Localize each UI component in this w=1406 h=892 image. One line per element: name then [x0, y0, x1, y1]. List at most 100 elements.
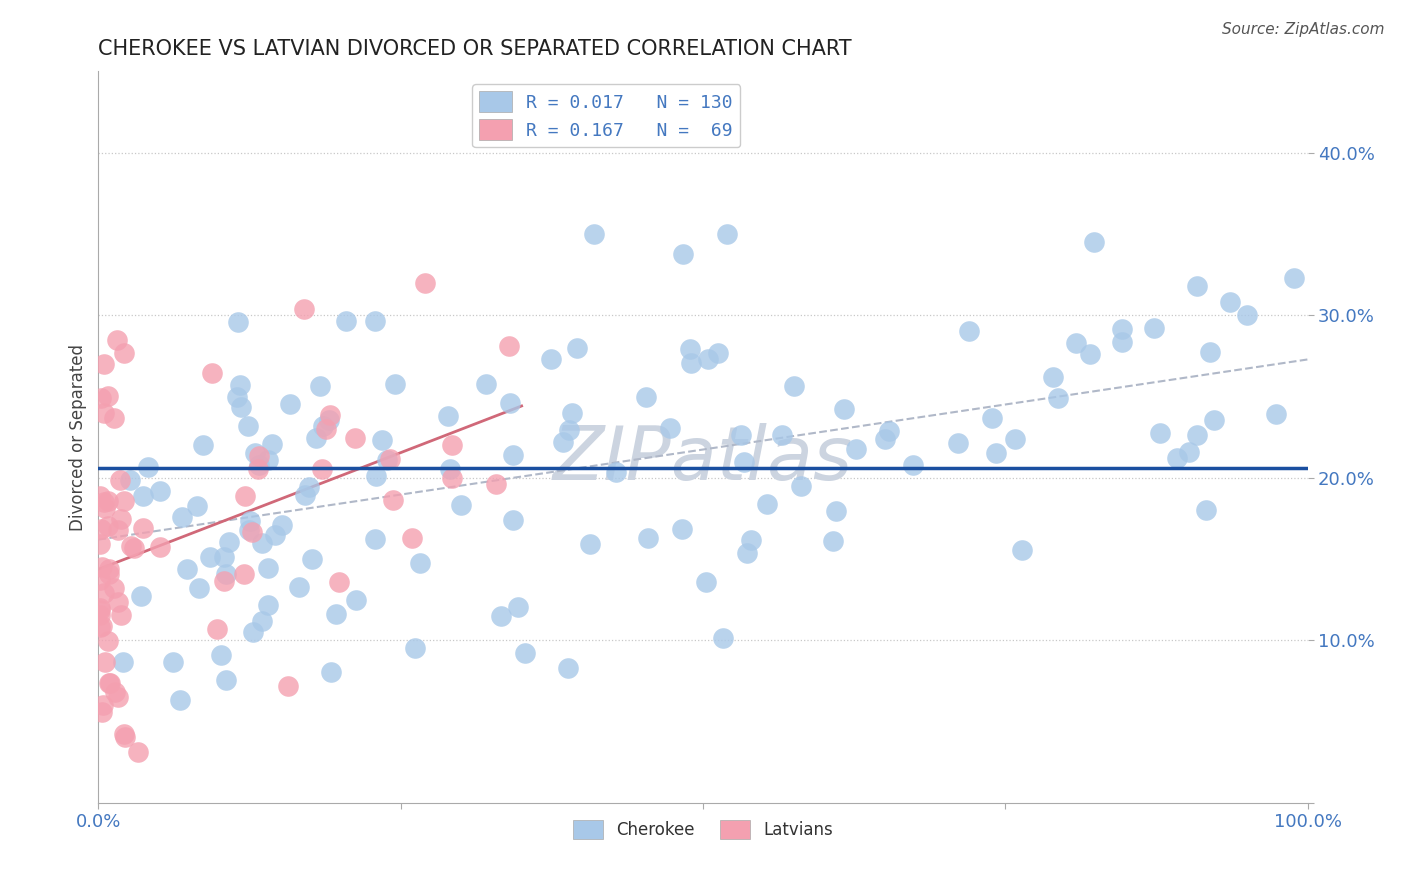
Point: [277, 680, 299, 694]
Point: [1204, 413, 1226, 427]
Point: [440, 471, 463, 485]
Point: [250, 535, 273, 549]
Point: [112, 727, 135, 741]
Point: [94, 655, 117, 669]
Point: [240, 525, 263, 540]
Point: [129, 589, 152, 603]
Point: [93, 357, 115, 371]
Point: [214, 673, 236, 687]
Point: [247, 458, 270, 472]
Point: [1166, 451, 1188, 466]
Point: [437, 409, 460, 423]
Point: [707, 345, 730, 359]
Text: ZIPatlas: ZIPatlas: [553, 423, 853, 495]
Point: [89, 537, 111, 551]
Point: [238, 419, 260, 434]
Legend: Cherokee, Latvians: Cherokee, Latvians: [567, 814, 839, 846]
Point: [1111, 334, 1133, 349]
Point: [93, 500, 115, 515]
Point: [401, 532, 423, 546]
Point: [404, 641, 426, 656]
Point: [226, 390, 249, 404]
Point: [226, 315, 249, 329]
Point: [344, 593, 367, 607]
Point: [238, 523, 260, 537]
Point: [737, 546, 759, 560]
Point: [1178, 444, 1201, 458]
Point: [212, 574, 235, 589]
Point: [450, 498, 472, 512]
Point: [262, 437, 284, 451]
Point: [170, 509, 193, 524]
Point: [288, 581, 311, 595]
Point: [257, 599, 280, 613]
Point: [122, 541, 145, 555]
Point: [169, 693, 191, 707]
Point: [1111, 322, 1133, 336]
Point: [107, 595, 129, 609]
Point: [1199, 345, 1222, 359]
Point: [131, 489, 153, 503]
Point: [132, 521, 155, 535]
Point: [579, 537, 602, 551]
Point: [292, 301, 315, 316]
Point: [233, 489, 256, 503]
Point: [298, 480, 321, 494]
Point: [363, 314, 385, 328]
Point: [499, 396, 522, 410]
Point: [335, 314, 357, 328]
Point: [343, 431, 366, 445]
Point: [278, 397, 301, 411]
Point: [756, 497, 779, 511]
Point: [515, 646, 537, 660]
Point: [90, 705, 112, 719]
Point: [93, 586, 115, 600]
Point: [730, 428, 752, 442]
Point: [1143, 321, 1166, 335]
Point: [1078, 347, 1101, 361]
Point: [561, 406, 583, 420]
Point: [658, 420, 681, 434]
Point: [697, 351, 720, 366]
Point: [103, 581, 125, 595]
Point: [782, 379, 804, 393]
Point: [90, 522, 112, 536]
Point: [305, 431, 328, 445]
Point: [89, 607, 111, 622]
Point: [637, 532, 659, 546]
Point: [89, 601, 111, 615]
Text: CHEROKEE VS LATVIAN DIVORCED OR SEPARATED CORRELATION CHART: CHEROKEE VS LATVIAN DIVORCED OR SEPARATE…: [98, 38, 852, 59]
Point: [110, 512, 132, 526]
Point: [250, 614, 273, 628]
Point: [877, 424, 900, 438]
Point: [634, 391, 657, 405]
Point: [245, 446, 267, 460]
Point: [162, 655, 184, 669]
Point: [489, 608, 512, 623]
Point: [149, 484, 172, 499]
Point: [98, 676, 121, 690]
Point: [711, 631, 734, 645]
Point: [318, 412, 340, 426]
Point: [309, 379, 332, 393]
Point: [97, 519, 120, 533]
Point: [247, 449, 270, 463]
Point: [439, 462, 461, 476]
Point: [508, 599, 530, 614]
Y-axis label: Divorced or Separated: Divorced or Separated: [69, 343, 87, 531]
Point: [364, 533, 387, 547]
Point: [103, 411, 125, 425]
Point: [605, 465, 627, 479]
Point: [120, 539, 142, 553]
Point: [264, 527, 287, 541]
Point: [176, 562, 198, 576]
Point: [1282, 271, 1305, 285]
Point: [311, 419, 333, 434]
Point: [875, 432, 897, 446]
Point: [111, 655, 134, 669]
Point: [90, 391, 112, 405]
Point: [413, 276, 436, 290]
Point: [681, 356, 703, 370]
Point: [98, 566, 121, 581]
Point: [1219, 294, 1241, 309]
